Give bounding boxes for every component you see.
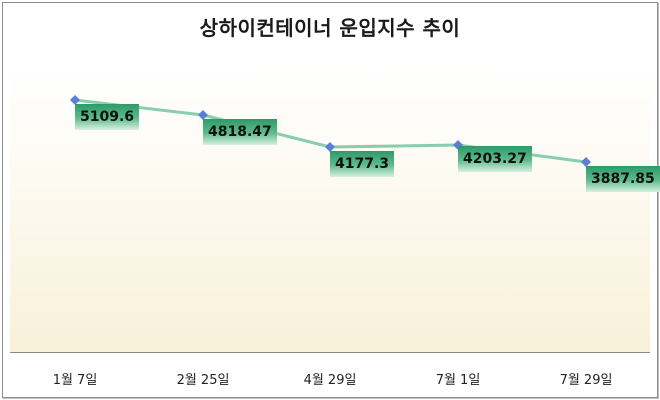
marker-diamond-icon [581,157,591,167]
marker-diamond-icon [198,110,208,120]
chart-title: 상하이컨테이너 운입지수 추이 [199,16,461,40]
x-axis-line [10,352,650,353]
data-label: 4203.27 [458,146,532,172]
data-label: 3887.85 [586,166,660,192]
data-label: 4818.47 [203,119,277,145]
x-tick-label: 7월 29일 [559,373,613,388]
data-label: 4177.3 [330,151,395,177]
data-label: 5109.6 [75,104,140,130]
marker-diamond-icon [325,142,335,152]
x-tick-label: 1월 7일 [52,373,98,388]
marker-diamond-icon [70,95,80,105]
x-tick-label: 7월 1일 [435,373,481,388]
x-tick-label: 2월 25일 [176,373,230,388]
x-tick-label: 4월 29일 [303,373,357,388]
